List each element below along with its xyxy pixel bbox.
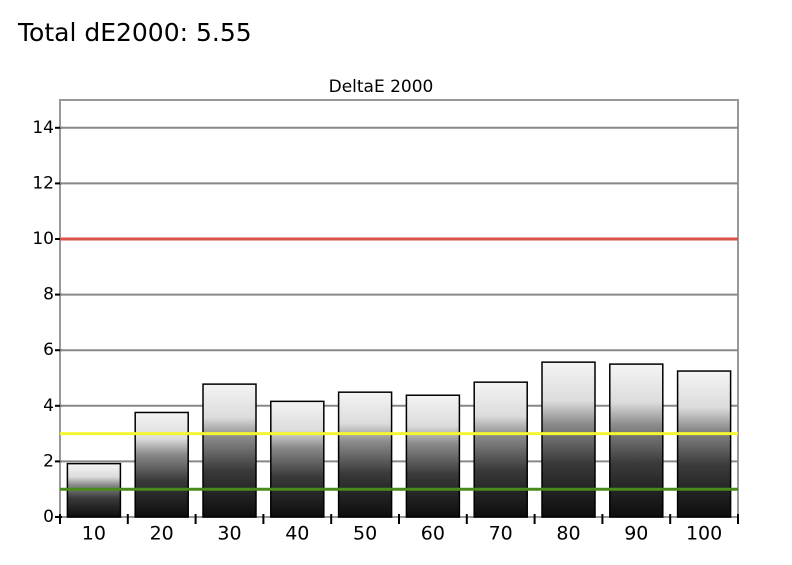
- y-tick-label: 14: [32, 118, 54, 138]
- y-tick-label: 6: [43, 340, 54, 360]
- x-tick-label: 20: [150, 523, 174, 545]
- bar: [473, 381, 528, 518]
- x-tick-label: 40: [285, 523, 309, 545]
- x-tick-label: 10: [82, 523, 106, 545]
- x-tick-label: 50: [353, 523, 377, 545]
- bar: [609, 363, 664, 518]
- bar: [134, 411, 189, 518]
- y-tick-label: 0: [43, 507, 54, 527]
- chart-title: DeltaE 2000: [329, 77, 434, 97]
- bar: [337, 391, 393, 518]
- x-tick-label: 100: [686, 523, 722, 545]
- bar: [202, 383, 257, 518]
- x-tick-label: 90: [624, 523, 648, 545]
- bar: [541, 361, 596, 518]
- x-tick-label: 80: [556, 523, 580, 545]
- bar: [676, 370, 732, 518]
- y-tick-label: 12: [32, 173, 54, 193]
- x-tick-label: 60: [421, 523, 445, 545]
- y-tick-label: 2: [43, 451, 54, 471]
- y-tick-label: 8: [43, 285, 54, 305]
- x-tick-label: 70: [489, 523, 513, 545]
- x-tick-label: 30: [217, 523, 241, 545]
- bar: [405, 394, 461, 518]
- page-title: Total dE2000: 5.55: [17, 18, 252, 47]
- y-tick-label: 10: [32, 229, 54, 249]
- bar: [270, 400, 325, 518]
- y-tick-label: 4: [43, 396, 54, 416]
